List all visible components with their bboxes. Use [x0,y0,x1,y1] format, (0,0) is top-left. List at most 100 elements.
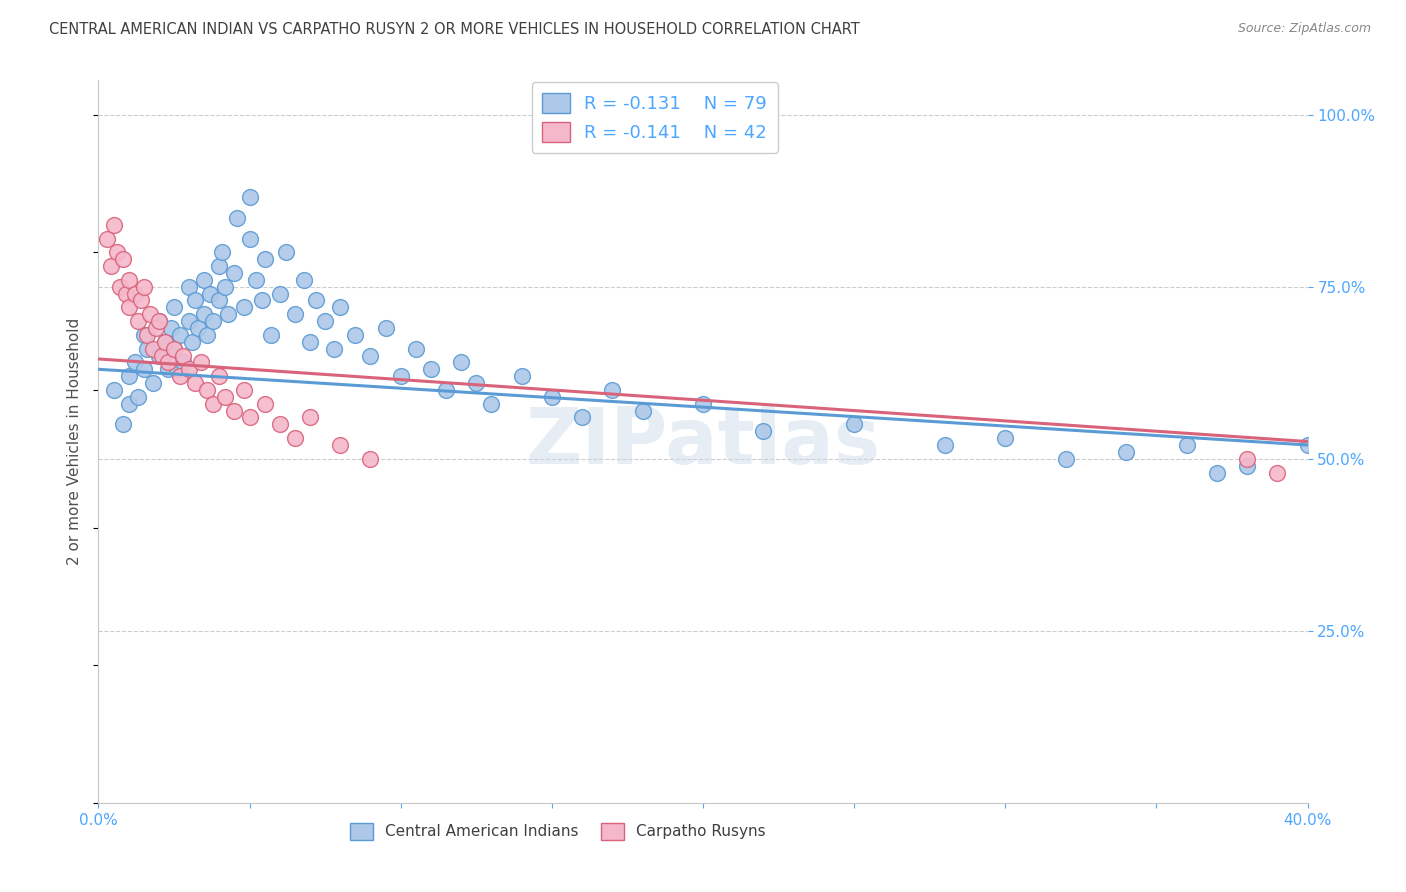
Point [253,252,276,267]
Point [118,369,141,384]
Point [105,245,128,260]
Point [118,301,141,315]
Point [274,245,297,260]
Point [150,349,173,363]
Point [1296,438,1319,452]
Point [465,376,488,390]
Point [163,342,186,356]
Point [179,279,201,293]
Point [124,286,146,301]
Point [156,362,179,376]
Point [540,390,562,404]
Point [217,307,239,321]
Point [153,334,176,349]
Point [129,293,152,308]
Point [299,334,322,349]
Point [284,307,307,321]
Point [142,342,165,356]
Point [148,349,170,363]
Point [602,383,624,397]
Point [1054,451,1077,466]
Point [127,314,149,328]
Point [135,327,157,342]
Point [127,390,149,404]
Point [232,301,254,315]
Point [510,369,533,384]
Point [994,431,1017,445]
Point [1236,458,1258,473]
Point [187,321,209,335]
Point [132,279,155,293]
Point [142,376,165,390]
Point [344,327,367,342]
Point [163,342,186,356]
Point [481,397,503,411]
Point [214,279,236,293]
Point [631,403,654,417]
Point [148,314,170,328]
Point [329,438,352,452]
Point [211,245,233,260]
Point [260,327,283,342]
Point [124,355,146,369]
Point [1267,466,1289,480]
Point [752,424,775,438]
Point [224,266,246,280]
Point [202,314,225,328]
Point [934,438,956,452]
Point [571,410,593,425]
Point [160,321,183,335]
Point [118,397,141,411]
Point [132,362,155,376]
Point [200,286,222,301]
Point [145,321,167,335]
Point [100,259,122,273]
Point [169,369,191,384]
Point [169,327,191,342]
Point [232,383,254,397]
Point [135,342,157,356]
Point [1115,445,1137,459]
Point [214,390,236,404]
Point [193,273,215,287]
Point [450,355,472,369]
Point [323,342,346,356]
Point [1175,438,1198,452]
Point [166,362,188,376]
Point [153,334,176,349]
Point [250,293,273,308]
Point [692,397,714,411]
Point [193,307,215,321]
Point [184,293,207,308]
Point [118,273,141,287]
Point [96,231,118,245]
Point [172,355,194,369]
Point [111,417,134,432]
Point [195,383,218,397]
Point [108,279,131,293]
Point [360,451,382,466]
Point [329,301,352,315]
Point [299,410,322,425]
Point [132,327,155,342]
Point [195,327,218,342]
Point [253,397,276,411]
Point [284,431,307,445]
Point [269,286,291,301]
Point [844,417,866,432]
Point [208,293,231,308]
Y-axis label: 2 or more Vehicles in Household: 2 or more Vehicles in Household [67,318,83,566]
Point [239,410,262,425]
Point [360,349,382,363]
Point [226,211,249,225]
Text: Source: ZipAtlas.com: Source: ZipAtlas.com [1237,22,1371,36]
Point [139,307,162,321]
Point [172,349,194,363]
Text: CENTRAL AMERICAN INDIAN VS CARPATHO RUSYN 2 OR MORE VEHICLES IN HOUSEHOLD CORREL: CENTRAL AMERICAN INDIAN VS CARPATHO RUSY… [49,22,860,37]
Point [1236,451,1258,466]
Point [420,362,443,376]
Point [1206,466,1229,480]
Point [292,273,315,287]
Point [269,417,291,432]
Point [305,293,328,308]
